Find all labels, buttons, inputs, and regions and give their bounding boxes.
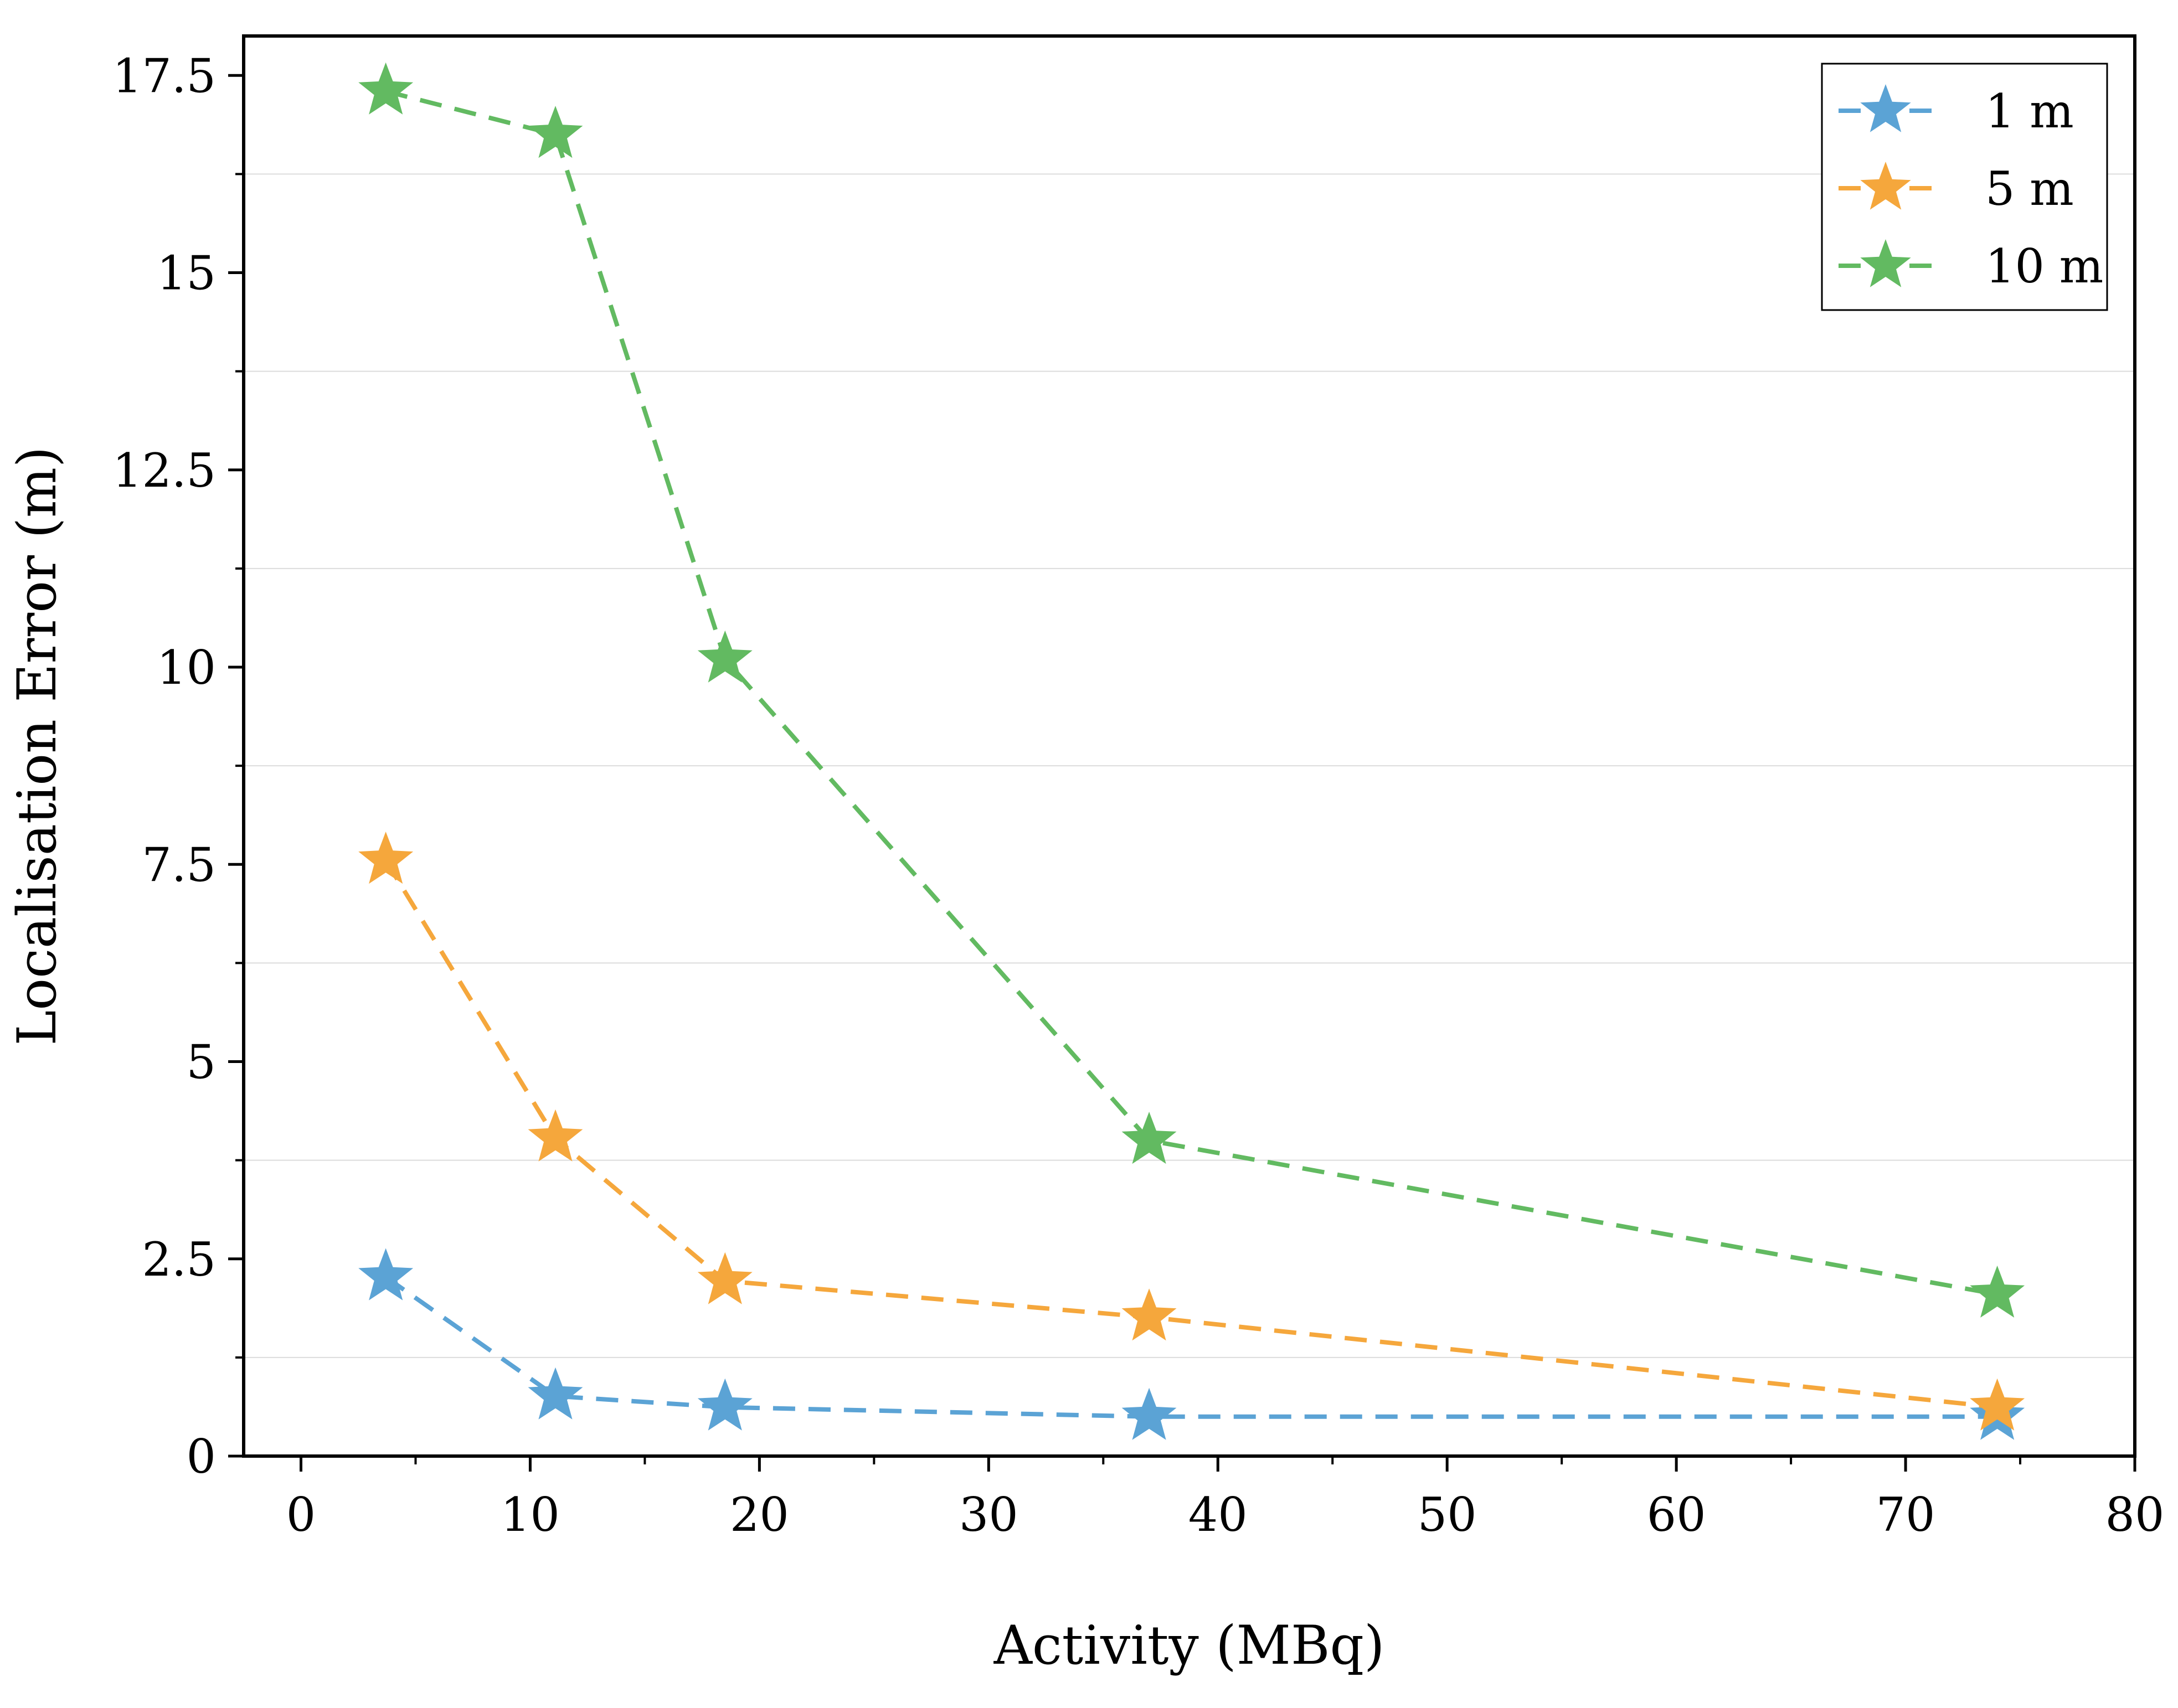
y-axis-title: Localisation Error (m) xyxy=(6,447,68,1046)
data-point xyxy=(358,62,414,115)
data-point xyxy=(528,106,583,158)
plot-frame xyxy=(242,34,2136,1458)
legend-entries: 1 m 5 m 10 m xyxy=(1839,84,2103,293)
series-line xyxy=(385,89,1998,1297)
legend: 1 m 5 m 10 m xyxy=(1821,63,2108,311)
x-axis-title: Activity (MBq) xyxy=(993,1614,1385,1676)
data-point xyxy=(358,1248,414,1301)
data-point xyxy=(1121,1112,1177,1164)
data-point xyxy=(1121,1387,1177,1440)
legend-marker xyxy=(1860,84,1911,132)
data-point xyxy=(528,1367,583,1420)
y-tick-label: 5 xyxy=(187,1035,216,1090)
tick-labels: 0 10 20 30 40 50 60 70 80 0 2.5 5 7.5 10 12.5 15 17.5 xyxy=(112,49,2164,1542)
y-tick-label: 15 xyxy=(157,246,216,301)
y-tick-label: 7.5 xyxy=(142,838,216,892)
data-point xyxy=(1970,1378,2025,1431)
x-tick-label: 50 xyxy=(1418,1488,1477,1542)
data-point xyxy=(697,1378,753,1431)
y-tick-label: 17.5 xyxy=(112,49,216,103)
series-1-m xyxy=(358,1248,2025,1440)
legend-entry: 10 m xyxy=(1839,239,2103,293)
data-point xyxy=(697,630,753,683)
data-point xyxy=(528,1109,583,1162)
legend-label: 10 m xyxy=(1985,239,2103,293)
x-tick-label: 80 xyxy=(2105,1488,2165,1542)
series-line xyxy=(384,1275,1997,1419)
x-tick-label: 40 xyxy=(1188,1488,1248,1542)
x-tick-label: 20 xyxy=(730,1488,789,1542)
y-tick-label: 10 xyxy=(157,641,216,695)
series-group xyxy=(358,62,2025,1440)
data-point xyxy=(358,832,414,884)
grid-lines xyxy=(244,173,2135,1358)
series-10-m xyxy=(358,62,2025,1318)
legend-entry: 5 m xyxy=(1839,162,2074,216)
legend-marker xyxy=(1860,239,1911,287)
legend-label: 1 m xyxy=(1985,84,2074,138)
series-line xyxy=(384,859,1998,1410)
data-point xyxy=(1970,1265,2025,1318)
x-tick-label: 60 xyxy=(1647,1488,1706,1542)
legend-entry: 1 m xyxy=(1839,84,2074,138)
series-5-m xyxy=(358,832,2025,1431)
data-point xyxy=(1121,1288,1177,1341)
x-tick-label: 30 xyxy=(959,1488,1018,1542)
y-tick-label: 0 xyxy=(187,1430,216,1484)
data-point xyxy=(697,1252,753,1304)
axis-ticks xyxy=(228,74,2136,1472)
legend-marker xyxy=(1860,162,1911,210)
x-tick-label: 70 xyxy=(1876,1488,1935,1542)
legend-label: 5 m xyxy=(1985,162,2074,216)
y-tick-label: 2.5 xyxy=(142,1232,216,1287)
x-tick-label: 0 xyxy=(286,1488,316,1542)
y-tick-label: 12.5 xyxy=(112,443,216,498)
x-tick-label: 10 xyxy=(501,1488,560,1542)
